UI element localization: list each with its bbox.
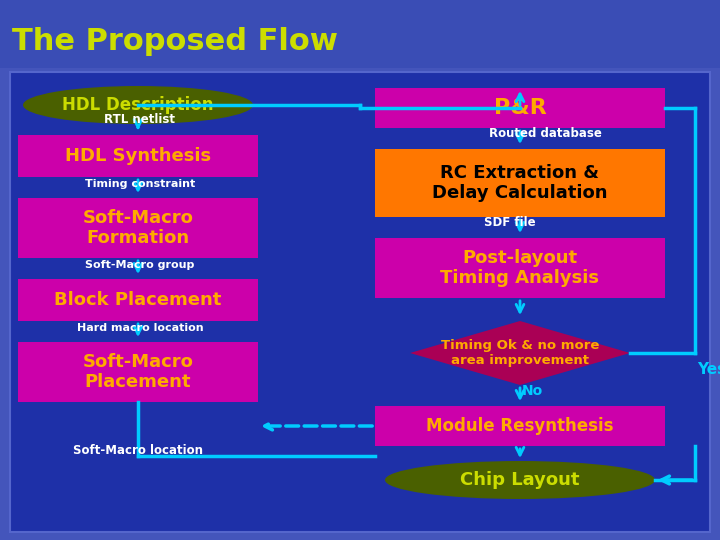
Text: Block Placement: Block Placement [54,291,222,309]
Bar [375,238,665,298]
Bar [18,135,258,177]
Text: Timing Ok & no more
area improvement: Timing Ok & no more area improvement [441,339,599,367]
Text: Soft-Macro location: Soft-Macro location [73,443,203,456]
Text: Timing constraint: Timing constraint [85,179,195,189]
Bar [375,88,665,128]
Polygon shape [410,321,630,385]
Ellipse shape [385,461,655,499]
Text: Soft-Macro group: Soft-Macro group [85,260,194,270]
Text: Routed database: Routed database [489,127,601,140]
Text: Soft-Macro
Placement: Soft-Macro Placement [83,353,194,392]
Bar [18,342,258,402]
Text: Soft-Macro
Formation: Soft-Macro Formation [83,208,194,247]
Text: RTL netlist: RTL netlist [104,113,176,126]
Text: Post-layout
Timing Analysis: Post-layout Timing Analysis [441,248,600,287]
Bar [375,149,665,217]
Text: The Proposed Flow: The Proposed Flow [12,27,338,56]
Text: No: No [521,384,543,398]
Text: Hard macro location: Hard macro location [77,323,203,333]
Text: RC Extraction &
Delay Calculation: RC Extraction & Delay Calculation [432,164,608,202]
Bar [0,0,720,68]
Text: Yes: Yes [697,362,720,377]
Bar [18,198,258,258]
Bar [375,406,665,446]
Bar [18,279,258,321]
Text: Module Resynthesis: Module Resynthesis [426,417,613,435]
Text: P&R: P&R [494,98,546,118]
Text: Chip Layout: Chip Layout [460,471,580,489]
Text: SDF file: SDF file [484,216,536,229]
Bar [10,72,710,532]
Text: HDL Synthesis: HDL Synthesis [65,147,211,165]
Ellipse shape [23,86,253,124]
Text: HDL Description: HDL Description [62,96,214,114]
